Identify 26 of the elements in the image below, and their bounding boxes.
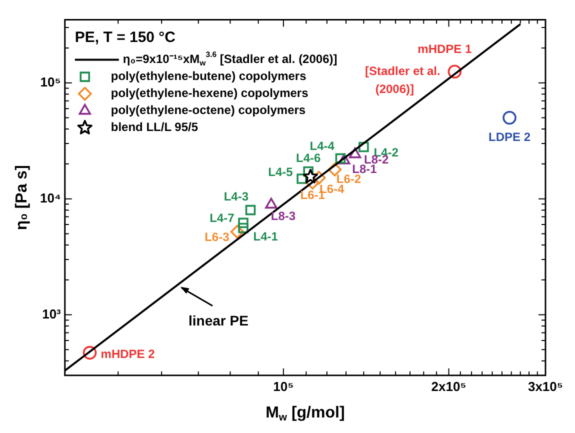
legend-label: poly(ethylene-octene) copolymers: [110, 103, 306, 118]
data-label: L4-1: [253, 229, 278, 244]
data-label: L6-2: [336, 172, 362, 186]
y-tick-label: 10⁴: [40, 190, 61, 206]
annotation: [Stadler et al. (2006)]: [364, 64, 440, 96]
annotation: linear PE: [188, 312, 248, 329]
data-label: L4-4: [310, 138, 335, 153]
data-label: mHDPE 1: [418, 42, 472, 56]
text: PE, T = 150 °C: [74, 28, 176, 46]
data-label: L4-3: [224, 189, 249, 204]
y-tick-label: 10³: [42, 306, 62, 322]
x-tick-label: 3x10⁵: [528, 378, 563, 394]
y-tick-label: 10⁵: [40, 74, 61, 90]
data-label: L6-3: [204, 230, 230, 244]
legend-label: blend LL/L 95/5: [110, 120, 198, 134]
data-label: L4-6: [296, 150, 321, 165]
x-tick-label: 10⁵: [273, 378, 294, 394]
data-label: LDPE 2: [488, 130, 531, 144]
data-label: L8-3: [270, 209, 296, 224]
legend-label: poly(ethylene-hexene) copolymers: [110, 86, 309, 100]
data-label: L4-5: [268, 165, 294, 180]
data-label: L4-7: [210, 211, 235, 226]
x-tick-label: 2x10⁵: [431, 378, 466, 394]
y-axis-title: η₀ [Pa s]: [13, 165, 30, 230]
legend-label: poly(ethylene-butene) copolymers: [110, 69, 307, 84]
data-label: mHDPE 2: [100, 347, 156, 362]
